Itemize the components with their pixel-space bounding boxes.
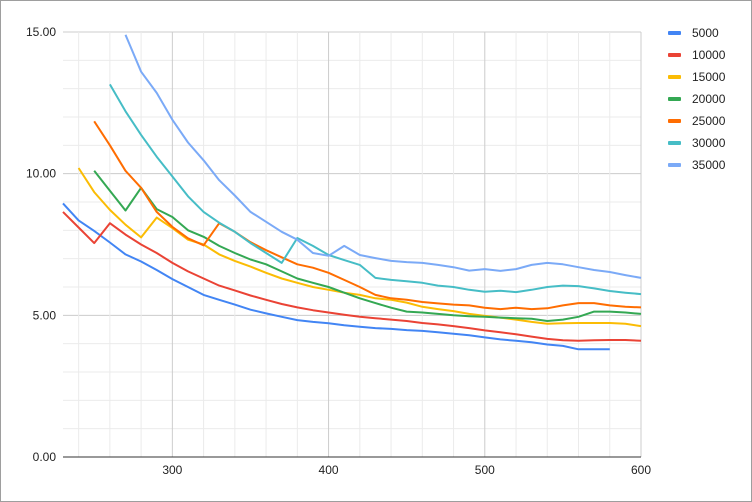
series-line-5000 [62,202,610,351]
x-axis-ticks: 300 400 500 600 [162,463,651,477]
legend-swatch [668,97,681,101]
legend-swatch [668,31,681,35]
legend-label: 15000 [692,70,726,84]
y-tick-label: 5.00 [33,308,57,322]
legend-item-15000[interactable]: 15000 [668,66,725,88]
y-tick-label: 15.00 [26,25,56,39]
legend-swatch [668,53,681,57]
legend-item-5000[interactable]: 5000 [668,22,725,44]
legend-item-35000[interactable]: 35000 [668,154,725,176]
series-line-25000 [93,120,642,311]
series-line-10000 [62,211,642,342]
legend-label: 5000 [692,26,719,40]
legend-item-10000[interactable]: 10000 [668,44,725,66]
series-line-20000 [93,170,642,322]
legend-swatch [668,163,681,167]
legend-label: 10000 [692,48,726,62]
legend-item-20000[interactable]: 20000 [668,88,725,110]
x-tick-label: 600 [631,463,651,477]
x-tick-label: 500 [475,463,495,477]
legend-label: 35000 [692,158,726,172]
legend-label: 20000 [692,92,726,106]
x-tick-label: 300 [162,463,182,477]
legend-swatch [668,119,681,123]
legend: 5000 10000 15000 20000 25000 30000 35000 [668,22,725,176]
y-tick-label: 0.00 [33,450,57,464]
series-line-35000 [124,34,642,279]
legend-label: 25000 [692,114,726,128]
series-lines [62,34,642,351]
y-axis-ticks: 0.00 5.00 10.00 15.00 [26,25,56,464]
legend-swatch [668,141,681,145]
legend-item-30000[interactable]: 30000 [668,132,725,154]
legend-item-25000[interactable]: 25000 [668,110,725,132]
y-tick-label: 10.00 [26,167,56,181]
series-line-30000 [109,83,642,296]
gridlines [63,31,642,457]
x-tick-label: 400 [319,463,339,477]
legend-label: 30000 [692,136,726,150]
legend-swatch [668,75,681,79]
